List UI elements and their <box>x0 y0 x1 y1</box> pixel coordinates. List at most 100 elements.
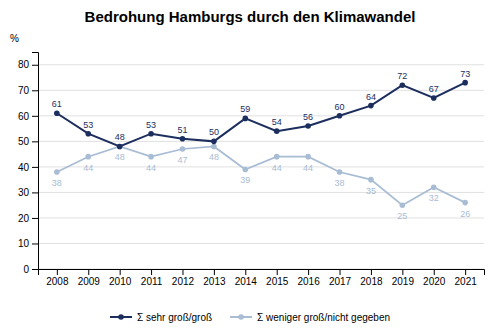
x-tick-label: 2008 <box>46 276 69 287</box>
point <box>368 103 374 109</box>
x-tick-mark <box>88 269 89 275</box>
point <box>85 131 91 137</box>
data-label: 72 <box>397 71 407 81</box>
data-label: 44 <box>272 163 282 173</box>
y-tick-mark <box>32 65 38 66</box>
x-tick-label: 2009 <box>78 276 101 287</box>
y-tick: 40 <box>18 162 38 173</box>
data-label: 67 <box>429 84 439 94</box>
y-tick-mark <box>32 218 38 219</box>
y-tick-mark <box>32 269 38 270</box>
x-tick: 2008 <box>46 269 69 287</box>
x-tick-label: 2020 <box>423 276 446 287</box>
x-tick-mark <box>245 269 246 275</box>
x-tick-label: 2011 <box>141 276 163 287</box>
x-tick-mark <box>308 269 309 275</box>
data-label: 35 <box>366 186 376 196</box>
grid-line <box>38 64 484 65</box>
data-label: 51 <box>177 125 187 135</box>
point <box>431 185 437 191</box>
x-tick-label: 2021 <box>455 276 478 287</box>
y-tick-mark <box>32 167 38 168</box>
data-label: 60 <box>335 102 345 112</box>
x-tick-mark <box>120 269 121 275</box>
grid-line <box>38 192 484 193</box>
data-label: 44 <box>303 163 313 173</box>
series <box>54 80 468 149</box>
x-tick-label: 2012 <box>172 276 195 287</box>
grid-line <box>38 166 484 167</box>
x-tick: 2013 <box>203 269 226 287</box>
y-tick-mark <box>32 243 38 244</box>
data-label: 53 <box>83 120 93 130</box>
data-label: 61 <box>52 99 62 109</box>
series-line <box>57 83 465 147</box>
data-label: 48 <box>209 152 219 162</box>
x-tick: 2009 <box>78 269 101 287</box>
legend-marker <box>118 314 124 320</box>
x-tick: 2012 <box>172 269 195 287</box>
point <box>180 136 186 142</box>
data-label: 32 <box>429 193 439 203</box>
point <box>305 154 311 160</box>
data-label: 44 <box>83 163 93 173</box>
point <box>462 200 468 206</box>
y-tick: 60 <box>18 111 38 122</box>
point <box>242 116 248 122</box>
y-tick: 0 <box>23 264 38 275</box>
legend-item: Σ weniger groß/nicht gegeben <box>230 312 390 323</box>
x-tick-label: 2017 <box>329 276 352 287</box>
point <box>54 169 60 175</box>
x-tick-mark <box>57 269 58 275</box>
data-labels: 3844484447483944443835253226615348535150… <box>52 69 470 222</box>
x-tick-mark <box>465 269 466 275</box>
point <box>148 131 154 137</box>
point <box>337 169 343 175</box>
data-label: 73 <box>460 69 470 79</box>
data-label: 59 <box>240 104 250 114</box>
y-tick-label: 0 <box>23 264 29 275</box>
title: Bedrohung Hamburgs durch den Klimawandel <box>85 8 416 25</box>
point <box>337 113 343 119</box>
point <box>211 144 217 150</box>
x-tick-label: 2016 <box>297 276 320 287</box>
point <box>431 95 437 101</box>
point <box>242 167 248 173</box>
grid-line <box>38 115 484 116</box>
data-label: 26 <box>460 209 470 219</box>
point <box>368 177 374 183</box>
x-tick-mark <box>214 269 215 275</box>
data-label: 44 <box>146 163 156 173</box>
y-tick: 80 <box>18 59 38 70</box>
chart: Bedrohung Hamburgs durch den Klimawandel… <box>0 0 500 333</box>
y-tick-label: 50 <box>18 136 30 147</box>
y-tick: 70 <box>18 85 38 96</box>
point <box>274 128 280 134</box>
x-tick-mark <box>340 269 341 275</box>
x-axis: 2008200920102011201220132014201520162017… <box>39 269 485 287</box>
y-tick-mark <box>32 192 38 193</box>
data-label: 54 <box>272 117 282 127</box>
x-tick: 2019 <box>392 269 415 287</box>
x-tick-mark <box>402 269 403 275</box>
y-axis-label: % <box>10 33 19 44</box>
y-tick: 30 <box>18 187 38 198</box>
x-tick: 2020 <box>423 269 446 287</box>
x-tick-label: 2013 <box>203 276 226 287</box>
y-tick: 10 <box>18 238 38 249</box>
x-tick-label: 2014 <box>235 276 258 287</box>
y-tick-mark <box>32 141 38 142</box>
y-tick-mark <box>32 116 38 117</box>
x-tick-mark <box>277 269 278 275</box>
y-tick: 50 <box>18 136 38 147</box>
y-tick-label: 80 <box>18 59 30 70</box>
data-label: 53 <box>146 120 156 130</box>
point <box>117 144 123 150</box>
x-tick-mark <box>371 269 372 275</box>
data-label: 50 <box>209 127 219 137</box>
data-label: 39 <box>240 175 250 185</box>
y-tick: 20 <box>18 213 38 224</box>
x-tick-label: 2019 <box>392 276 415 287</box>
legend-item: Σ sehr groß/groß <box>110 312 212 323</box>
y-tick-label: 40 <box>18 162 30 173</box>
